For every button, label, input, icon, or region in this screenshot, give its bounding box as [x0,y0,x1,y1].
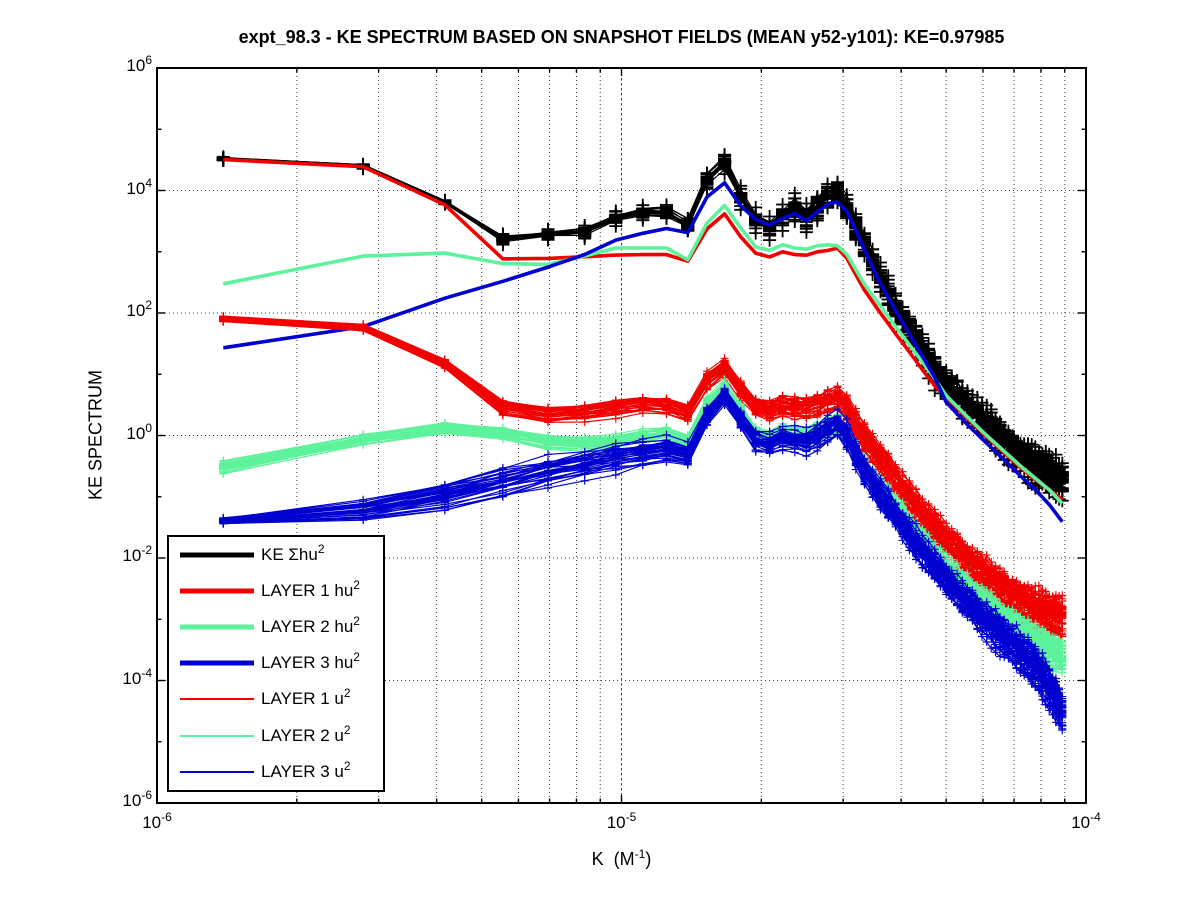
legend-label-exponent: 2 [353,578,360,593]
y-tick-label: 102 [126,298,152,321]
ensemble-member-line [223,383,1063,644]
legend-entry-2: LAYER 1 hu2 [169,573,383,609]
legend-label-exponent: 2 [317,542,325,557]
plot-title: expt_98.3 - KE SPECTRUM BASED ON SNAPSHO… [238,27,1005,47]
y-tick-exponent: 0 [145,420,152,435]
legend-label: LAYER 1 u2 [261,686,351,709]
y-tick-exponent: -6 [141,788,152,802]
x-tick-base: 10 [606,813,626,832]
legend-entry-6: LAYER 2 u2 [169,717,383,753]
series-layer2-hu2 [222,203,1064,505]
mean-line-ke-sum-hu2 [223,156,1064,480]
legend-label-text: LAYER 3 hu [261,653,354,673]
y-tick-base: 10 [126,423,146,443]
ensemble-member-line [223,318,1063,620]
x-axis-label-text: K (M [591,849,635,869]
ensemble-member-line [223,389,1063,702]
ensemble-member-line [223,316,1063,608]
legend: KE Σhu2 LAYER 1 hu2 LAYER 2 hu2 LAYER 3 hu2… [167,535,385,792]
legend-label-text: LAYER 1 hu [261,581,354,601]
x-tick-exponent: -5 [625,810,637,824]
legend-label-text: LAYER 3 u [261,761,344,781]
legend-label: LAYER 2 hu2 [261,614,360,637]
legend-label-exponent: 2 [343,686,351,701]
legend-label: KE Σhu2 [261,542,325,565]
x-tick-base: 10 [142,813,162,832]
y-tick-exponent: -4 [141,665,152,680]
mean-line-layer3-hu2 [223,181,1064,523]
x-tick-exponent: -4 [1090,810,1101,824]
legend-label-text: LAYER 2 u [261,725,344,745]
y-tick-base: 10 [122,546,142,565]
series-layer3-u2 [219,384,1067,735]
legend-entry-7: LAYER 3 u2 [169,754,383,790]
y-tick-exponent: 2 [145,298,152,312]
legend-label-text: LAYER 1 u [261,689,344,709]
y-tick-label: 100 [126,420,152,444]
legend-line-sample [180,698,254,701]
y-tick-base: 10 [122,668,142,688]
legend-label: LAYER 1 hu2 [261,578,360,601]
legend-line-sample [180,552,254,558]
y-axis-label: KE SPECTRUM [85,369,106,501]
legend-label-exponent: 2 [353,614,360,629]
legend-label-text: LAYER 2 hu [261,617,354,637]
legend-label-exponent: 2 [343,722,351,737]
x-axis-label: K (M-1) [157,847,1086,870]
legend-line-sample [180,660,254,666]
legend-label: LAYER 3 hu2 [261,650,360,673]
ensemble-member-line [223,404,1063,731]
y-tick-exponent: 6 [145,53,152,67]
series-layer3-hu2 [223,181,1064,523]
legend-entry-5: LAYER 1 u2 [169,681,383,717]
ensemble-member-line [223,315,1063,600]
ensemble-member-line [223,393,1063,709]
mean-line-layer2-hu2 [222,203,1064,505]
legend-line-sample [180,734,254,737]
grid [157,68,1086,803]
legend-entry-1: KE Σhu2 [169,537,383,573]
x-axis-label-exponent: -1 [634,847,646,861]
plus-marker-set [219,390,1067,712]
ticks [156,67,1087,804]
x-tick-base: 10 [1071,813,1091,832]
y-tick-label: 10-6 [122,788,152,811]
y-tick-exponent: 4 [145,175,152,190]
y-tick-base: 10 [126,301,146,320]
legend-label-exponent: 2 [353,650,360,665]
x-tick-label: 10-4 [1071,810,1101,833]
legend-line-sample [180,624,254,630]
y-tick-exponent: -2 [141,543,152,557]
plus-marker-set [216,148,1069,470]
x-tick-label: 10-5 [606,810,637,833]
y-tick-base: 10 [122,791,142,810]
y-tick-label: 106 [126,53,152,76]
legend-label-exponent: 2 [343,758,351,773]
legend-line-sample [180,588,254,594]
legend-label: LAYER 2 u2 [261,722,351,746]
legend-label-text: KE Σhu [261,545,318,565]
x-axis-label-suffix: ) [645,849,652,869]
series-layer1-u2 [219,312,1067,647]
legend-entry-4: LAYER 3 hu2 [169,645,383,681]
y-tick-base: 10 [126,178,146,198]
legend-entry-3: LAYER 2 hu2 [169,609,383,645]
y-tick-label: 10-2 [122,543,152,566]
legend-label: LAYER 3 u2 [261,758,351,782]
x-tick-exponent: -6 [161,810,172,824]
y-tick-label: 10-4 [122,665,152,689]
y-tick-base: 10 [126,56,146,75]
legend-line-sample [180,770,254,773]
y-tick-label: 104 [126,175,152,199]
x-tick-label: 10-6 [142,810,172,833]
ensemble-member-line [223,320,1063,637]
